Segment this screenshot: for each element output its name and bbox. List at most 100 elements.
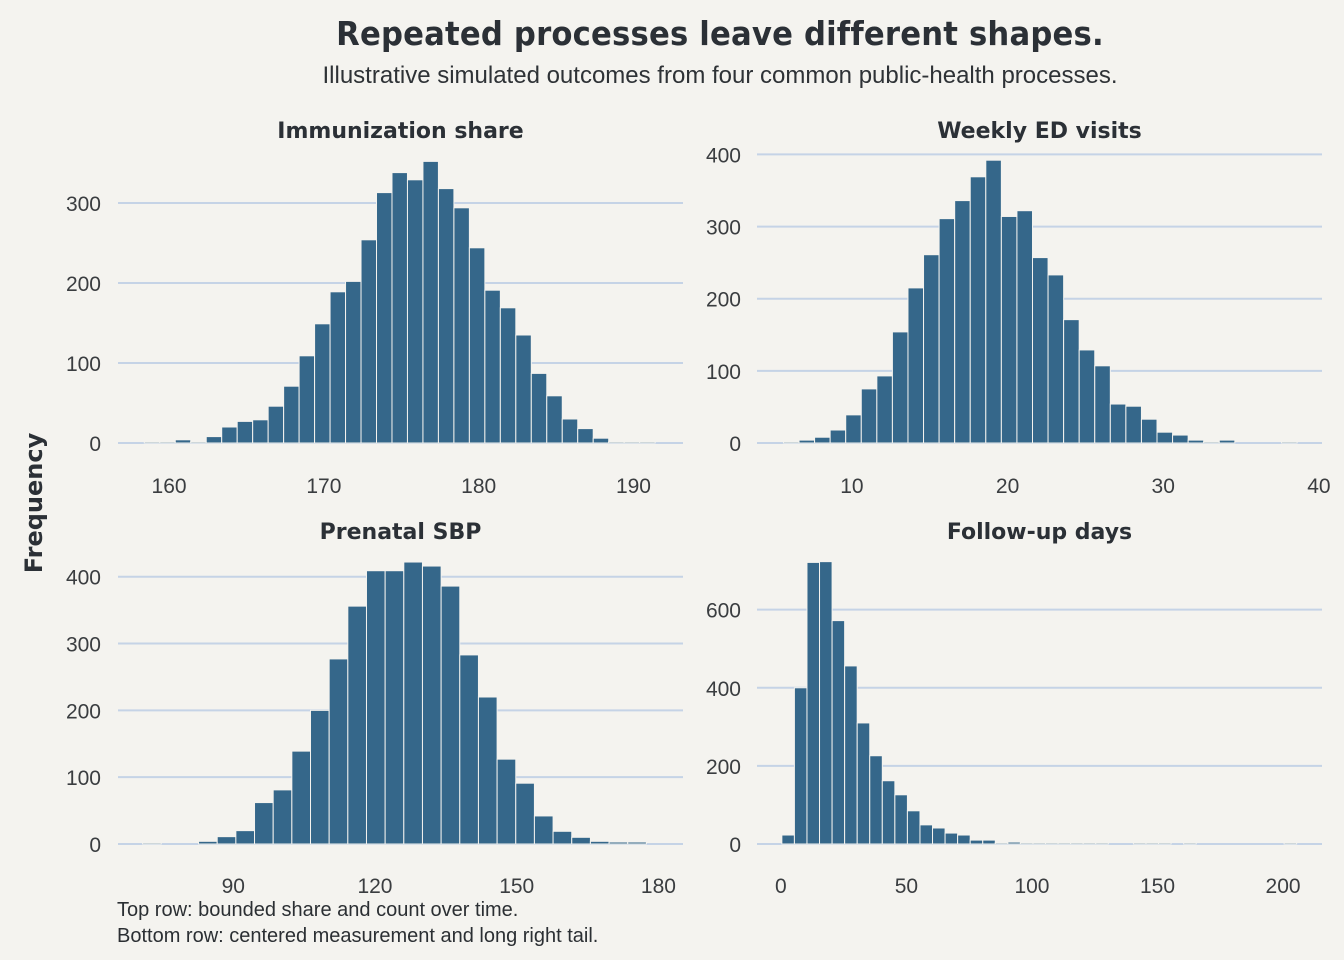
follow-up-days-bar [1057,842,1072,845]
immunization-share-bar [499,307,517,444]
immunization-share-y-tick-label: 200 [66,273,101,296]
immunization-share-bar [205,436,223,444]
immunization-share-bar [592,437,610,444]
follow-up-days-x-tick-label: 0 [775,875,787,898]
immunization-share-bar [437,188,455,444]
follow-up-days-y-tick-label: 0 [729,834,741,857]
weekly-ed-visits-bar [1203,441,1220,444]
weekly-ed-visits-bar [1031,257,1049,444]
prenatal-sbp-bar [440,585,461,845]
immunization-share-x-tick-label: 160 [152,475,187,498]
follow-up-days-bar [869,755,883,845]
footnote-top-row: Top row: bounded share and count over ti… [117,899,519,921]
weekly-ed-visits-bar [907,287,925,444]
immunization-share-bar [623,441,641,444]
immunization-share-bar [159,441,176,444]
weekly-ed-visits-bar [782,441,800,444]
immunization-share-bar [453,207,470,444]
weekly-ed-visits-bar [829,429,847,444]
immunization-share-bar [283,385,300,444]
weekly-ed-visits-bar [814,436,831,444]
weekly-ed-visits-y-tick-label: 100 [706,361,741,384]
prenatal-sbp-x-tick-label: 90 [222,875,245,898]
prenatal-sbp-x-tick-label: 180 [641,875,676,898]
immunization-share-bar [314,323,331,444]
immunization-share-bar [468,247,486,444]
prenatal-sbp-y-tick-label: 100 [66,767,101,790]
follow-up-days-bar [1032,842,1047,845]
prenatal-sbp-bar [310,709,330,845]
immunization-share-bar [190,441,207,444]
weekly-ed-visits-bar [1172,434,1189,444]
prenatal-sbp-bar [477,696,498,845]
prenatal-sbp-bar [291,750,312,845]
follow-up-days-x-tick-label: 100 [1014,875,1049,898]
prenatal-sbp-bar [347,605,367,845]
immunization-share-x-tick-label: 190 [616,475,651,498]
immunization-share-y-tick-label: 300 [66,193,101,216]
weekly-ed-visits-bar [891,331,909,444]
weekly-ed-visits-bar [860,388,878,444]
prenatal-sbp-bar [421,565,442,845]
prenatal-sbp-y-tick-label: 300 [66,634,101,657]
immunization-share-y-tick-label: 0 [89,433,101,456]
prenatal-sbp-y-tick-label: 200 [66,700,101,723]
immunization-share-bar [391,172,408,444]
prenatal-sbp-bar [496,758,517,845]
weekly-ed-visits-x-tick-label: 10 [840,475,863,498]
prenatal-sbp-x-tick-label: 120 [357,875,392,898]
weekly-ed-visits-x-tick-label: 30 [1152,475,1175,498]
follow-up-days-bar [1145,842,1160,845]
prenatal-sbp-bar [589,840,610,845]
panel-weekly-ed-visits: 0 100 200 300 400 10 20 30 40 Weekly ED visits [706,119,1331,498]
weekly-ed-visits-bar [1016,210,1033,444]
follow-up-days-bar [781,834,795,845]
immunization-share-bar [236,420,254,444]
prenatal-sbp-bar [533,815,554,845]
prenatal-sbp-bar [198,840,218,845]
follow-up-days-y-tick-label: 200 [706,756,741,779]
weekly-ed-visits-bar [938,218,956,444]
weekly-ed-visits-bar [985,159,1002,444]
prenatal-sbp-bar [365,570,386,845]
weekly-ed-visits-bar [1140,418,1158,444]
prenatal-sbp-bar [272,789,293,845]
chart-title: Repeated processes leave different shape… [336,14,1104,53]
follow-up-days-bar [994,842,1009,845]
prenatal-sbp-bar [216,836,237,845]
follow-up-days-bar [982,839,996,845]
prenatal-sbp-bar [403,561,423,845]
panel-prenatal-sbp: 0 100 200 300 400 90 120 150 180 Prenatal SBP [66,520,683,898]
weekly-ed-visits-bar [1094,365,1111,444]
immunization-share-x-tick-label: 180 [461,475,496,498]
follow-up-days-y-tick-label: 600 [706,600,741,623]
immunization-share-bar [298,355,316,444]
footnotes: Top row: bounded share and count over ti… [117,897,598,949]
follow-up-days-bar [1183,842,1197,845]
immunization-share-bar [484,289,501,444]
prenatal-sbp-y-tick-label: 0 [89,834,101,857]
weekly-ed-visits-bar [1000,215,1018,444]
weekly-ed-visits-bar [798,439,816,444]
immunization-share-bar [422,160,439,444]
follow-up-days-bar [906,810,921,845]
follow-up-days-bar [1019,842,1034,845]
immunization-share-bar [143,441,161,444]
follow-up-days-bar [944,832,959,845]
weekly-ed-visits-bar [1281,441,1298,444]
follow-up-days-bar [932,827,946,845]
weekly-ed-visits-x-tick-label: 20 [996,475,1019,498]
follow-up-days-bar [856,722,871,845]
immunization-share-bar [221,426,238,444]
weekly-ed-visits-bar [954,200,971,444]
immunization-share-bar [329,291,347,444]
weekly-ed-visits-bar [923,254,940,444]
chart-subtitle: Illustrative simulated outcomes from fou… [322,62,1118,89]
weekly-ed-visits-bar [1187,439,1205,444]
weekly-ed-visits-bar [876,375,893,444]
immunization-share-bar [546,395,563,444]
follow-up-days-bar [919,824,934,845]
immunization-share-bar [267,405,285,444]
weekly-ed-visits-bar [1047,274,1065,444]
